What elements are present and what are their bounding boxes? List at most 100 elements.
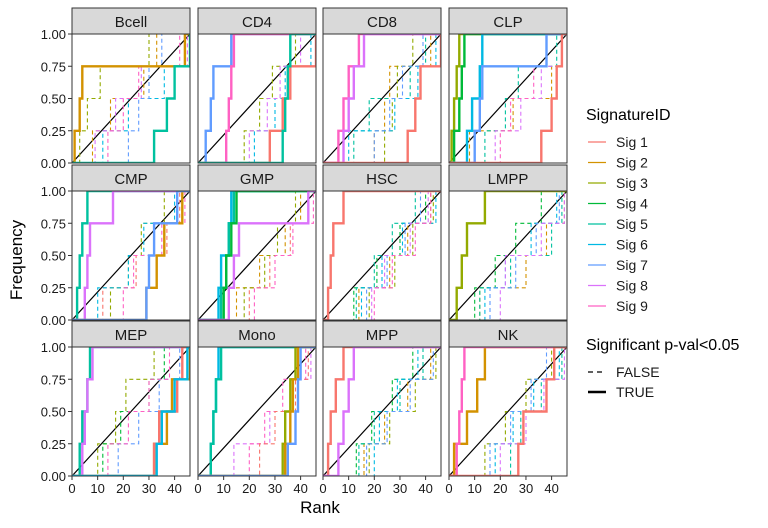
facet-panels: Bcell 0.00 0.25 0.50 0.75 1.00 CD4 CD8 CLP CMP 0.0… [41,7,568,496]
legend-label: Sig 4 [616,196,648,212]
x-tick-label: 0 [319,481,326,496]
ecdf-series-sig-8 [198,347,316,476]
x-tick-label: 20 [367,481,381,496]
ecdf-series-sig-1 [449,34,567,163]
legend-label: FALSE [616,364,660,380]
y-tick-label: 0.50 [41,249,66,264]
panel-border [322,346,442,477]
legend-label: Sig 8 [616,278,648,294]
x-tick-label: 10 [341,481,355,496]
ecdf-series-sig-3 [449,34,567,163]
x-tick-label: 10 [216,481,230,496]
legend-label: Sig 1 [616,134,648,150]
signature-legend: SignatureID Sig 1 Sig 2 Sig 3 Sig 4 Sig 5 Sig… [586,107,671,314]
facet-title: CD4 [242,14,272,31]
ecdf-series-sig-9 [72,34,190,163]
facet-title: MEP [115,327,148,344]
facet-title: CLP [493,14,522,31]
facet-title: MPP [366,327,399,344]
panel-plot-area [72,347,190,476]
legend-label: Sig 7 [616,257,648,273]
signature-legend-title: SignatureID [586,107,671,124]
facet-title: GMP [240,171,274,188]
legend-item-sig-1: Sig 1 [588,134,648,150]
ecdf-series-sig-8 [198,34,316,163]
y-axis-title: Frequency [7,219,26,300]
ecdf-series-sig-8 [323,347,441,476]
facet-strip [322,164,442,192]
legend-item-sig-8: Sig 8 [588,278,648,294]
diagonal-reference-line [72,34,190,163]
ecdf-series-sig-7 [198,347,316,476]
diagonal-reference-line [323,191,441,320]
y-tick-label: 0.75 [41,59,66,74]
panel-border [448,190,568,321]
panel-plot-area [449,34,567,163]
ecdf-series-sig-3 [449,347,567,476]
panel-plot-area [449,191,567,320]
ecdf-series-sig-8 [72,347,190,476]
panel-hsc: HSC [322,164,442,321]
ecdf-series-sig-4 [198,191,316,320]
y-tick-label: 0.25 [41,281,66,296]
panel-cd8: CD8 [322,7,442,164]
ecdf-series-sig-5 [72,191,190,320]
y-tick-label: 0.00 [41,469,66,484]
x-tick-label: 10 [467,481,481,496]
panel-border [197,33,317,164]
ecdf-series-sig-7 [323,191,441,320]
diagonal-reference-line [323,347,441,476]
ecdf-series-sig-9 [198,347,316,476]
ecdf-series-sig-2 [72,34,190,163]
y-tick-label: 0.50 [41,92,66,107]
x-tick-label: 0 [194,481,201,496]
panel-plot-area [72,191,190,320]
y-tick-label: 0.75 [41,372,66,387]
panel-plot-area [323,34,441,163]
ecdf-series-sig-3 [198,34,316,163]
diagonal-reference-line [198,34,316,163]
ecdf-series-sig-4 [323,347,441,476]
diagonal-reference-line [449,347,567,476]
legend-item-sig-5: Sig 5 [588,216,648,232]
ecdf-series-sig-5 [198,347,316,476]
facet-strip [197,320,317,348]
legend-item-false: FALSE [588,364,660,380]
legend-label: Sig 2 [616,155,648,171]
ecdf-series-sig-3 [449,191,567,320]
panel-gmp: GMP [197,164,317,321]
panel-cmp: CMP 0.00 0.25 0.50 0.75 1.00 [41,164,191,328]
y-tick-label: 1.00 [41,184,66,199]
ecdf-series-sig-8 [198,191,316,320]
panel-border [322,190,442,321]
ecdf-series-sig-9 [198,34,316,163]
facet-title: Mono [238,327,276,344]
y-tick-label: 1.00 [41,27,66,42]
facet-strip [322,320,442,348]
x-tick-label: 40 [293,481,307,496]
facet-title: CD8 [367,14,397,31]
x-axis-title: Rank [300,498,340,517]
ecdf-series-sig-2 [198,347,316,476]
facet-title: NK [498,327,519,344]
ecdf-series-sig-3 [72,34,190,163]
facet-strip [197,164,317,192]
x-tick-label: 40 [167,481,181,496]
ecdf-series-sig-7 [449,347,567,476]
x-tick-label: 30 [393,481,407,496]
ecdf-series-sig-6 [72,347,190,476]
x-tick-label: 20 [242,481,256,496]
panel-bcell: Bcell 0.00 0.25 0.50 0.75 1.00 [41,7,191,171]
legend-item-sig-3: Sig 3 [588,175,648,191]
ecdf-series-sig-8 [72,191,190,320]
ecdf-series-sig-8 [323,34,441,163]
x-tick-label: 30 [519,481,533,496]
ecdf-series-sig-6 [198,34,316,163]
panel-border [448,346,568,477]
diagonal-reference-line [449,191,567,320]
y-tick-label: 0.00 [41,156,66,171]
ecdf-series-sig-1 [198,34,316,163]
panel-plot-area [323,347,441,476]
legend-item-sig-6: Sig 6 [588,237,648,253]
facet-strip [71,7,191,35]
